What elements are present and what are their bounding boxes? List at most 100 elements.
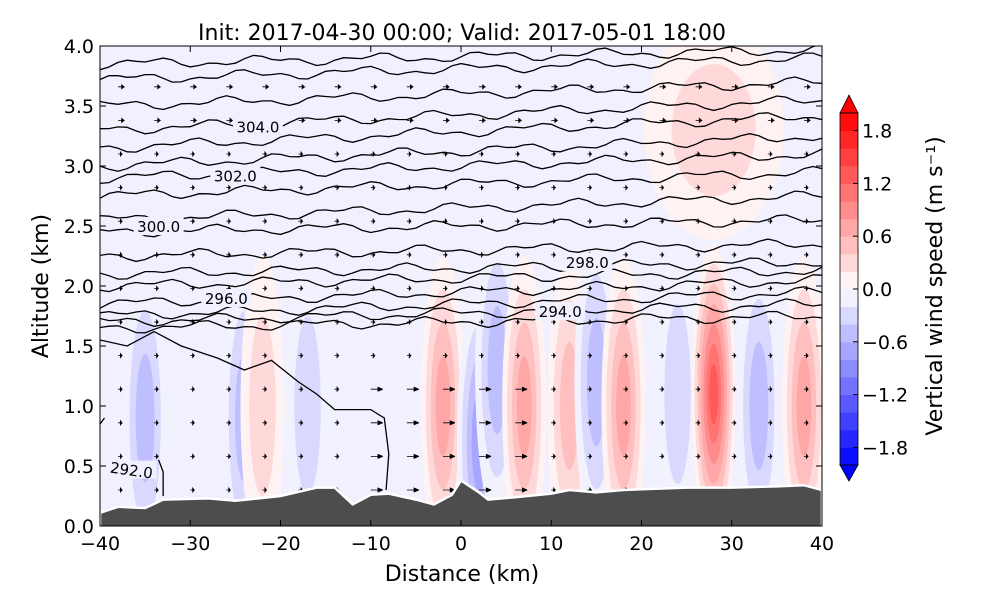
wind-vector-arrow: [262, 83, 270, 90]
vertical-wind-field: [123, 46, 822, 526]
wind-vector-arrow: [118, 150, 123, 158]
colorbar-band: [840, 218, 858, 237]
colorbar-tick-label: −1.8: [862, 437, 908, 459]
wind-vector-arrow: [587, 117, 595, 124]
x-tick-label: 40: [810, 533, 834, 555]
contour-label-bg: [133, 217, 184, 235]
colorbar-tick-label: −1.2: [862, 385, 908, 407]
y-tick-label: 2.0: [64, 276, 94, 298]
wind-vector-arrow: [479, 318, 484, 326]
wind-vector-arrow: [659, 285, 665, 292]
wind-vector-arrow: [262, 285, 268, 292]
wind-vector-arrow: [803, 285, 809, 292]
contour-label: 304.0: [236, 118, 279, 136]
wind-vector-arrow: [406, 352, 412, 359]
wind-vector-arrow: [659, 184, 665, 191]
wind-vector-arrow: [659, 117, 667, 124]
wind-vector-arrow: [442, 218, 448, 225]
x-tick-label: 20: [629, 533, 653, 555]
wind-vector-arrow: [406, 453, 420, 459]
isentrope-line: [100, 46, 818, 71]
chart-title: Init: 2017-04-30 00:00; Valid: 2017-05-0…: [198, 21, 726, 46]
colorbar-band: [840, 113, 858, 132]
colorbar-label: Vertical wind speed (m s⁻¹): [923, 136, 948, 435]
wind-vector-arrow: [370, 487, 383, 493]
wind-vector-arrow: [118, 352, 123, 359]
contour-label: 296.0: [205, 290, 248, 308]
wind-vector-arrow: [695, 453, 701, 460]
wind-vector-arrow: [587, 285, 593, 292]
wind-vector-arrow: [442, 83, 451, 90]
isentrope-line: [100, 112, 822, 153]
colorbar-tick-label: −0.6: [862, 332, 908, 354]
contour-label-bg: [201, 289, 252, 307]
wind-vector-arrow: [803, 352, 809, 359]
wind-vector-arrow: [587, 83, 595, 90]
wind-vector-arrow: [515, 218, 520, 225]
wind-vector-arrow: [298, 184, 304, 191]
x-axis: −40 −30 −20 −10 0 10 20 30 40: [80, 46, 834, 555]
wind-vector-arrow: [587, 419, 593, 426]
wind-vector-arrow: [190, 218, 196, 225]
wind-vector-arrow: [479, 420, 492, 426]
wind-vector-arrow: [479, 117, 487, 124]
isentrope-line: [100, 286, 822, 320]
y-tick-label: 2.5: [64, 216, 94, 238]
wind-vector-arrow: [659, 352, 665, 359]
wind-vector-arrow: [442, 420, 456, 426]
colorbar-band: [840, 412, 858, 431]
x-tick-label: −40: [80, 533, 120, 555]
wind-vector-arrow: [442, 487, 456, 493]
wind-vector-arrow: [515, 251, 520, 258]
colorbar-band: [840, 271, 858, 290]
isentrope-line: [100, 417, 106, 425]
wind-vector-arrow: [370, 117, 378, 124]
wind-vector-arrow: [442, 150, 448, 158]
wind-vector-arrow: [406, 83, 414, 90]
w-contour-band: [664, 304, 691, 484]
wind-vector-arrow: [659, 453, 665, 460]
wind-vector-arrow: [442, 318, 448, 326]
wind-vector-arrow: [154, 83, 162, 90]
wind-vector-arrow: [659, 150, 665, 158]
wind-vector-arrow: [587, 184, 593, 191]
wind-vector-arrow: [370, 318, 376, 326]
contour-label-bg: [535, 302, 586, 321]
contour-label-bg: [562, 253, 613, 271]
w-contour-band: [249, 316, 276, 496]
wind-vector-arrow: [659, 83, 667, 90]
wind-vector-arrow: [406, 150, 412, 158]
wind-vector-arrow: [298, 453, 304, 460]
wind-vector-arrow: [515, 352, 520, 359]
x-tick-label: 10: [539, 533, 563, 555]
wind-vector-arrow: [190, 318, 196, 326]
colorbar-band: [840, 148, 858, 167]
wind-vector-arrow: [298, 386, 304, 393]
wind-vector-arrow: [262, 386, 268, 393]
wind-vector-arrow: [623, 83, 631, 90]
wind-vector-arrow: [406, 117, 414, 124]
colorbar-band: [840, 341, 858, 360]
wind-vector-arrow: [226, 453, 232, 460]
wind-vector-arrow: [803, 318, 809, 326]
wind-vector-arrow: [226, 386, 232, 393]
wind-vector-arrow: [515, 150, 520, 158]
wind-vector-arrow: [551, 352, 557, 359]
colorbar-band: [840, 183, 858, 202]
wind-vector-arrow: [623, 318, 629, 326]
contour-label: 302.0: [214, 168, 257, 186]
wind-vector-arrow: [262, 419, 268, 426]
w-contour-band: [616, 356, 631, 456]
wind-vector-arrow: [334, 419, 340, 426]
wind-vector-arrow: [334, 117, 342, 124]
wind-vector-arrow: [262, 486, 268, 494]
wind-vector-arrow: [587, 318, 593, 326]
wind-vector-arrow: [767, 218, 773, 225]
isentrope-line: [100, 95, 822, 135]
wind-vector-arrow: [803, 83, 812, 90]
y-tick-label: 0.0: [64, 516, 94, 538]
wind-vector-arrow: [334, 386, 340, 393]
wind-vector-arrow: [334, 285, 340, 292]
colorbar: −1.8 −1.2 −0.6 0.0 0.6 1.2 1.8: [839, 94, 908, 482]
contour-label-bg: [106, 460, 157, 479]
